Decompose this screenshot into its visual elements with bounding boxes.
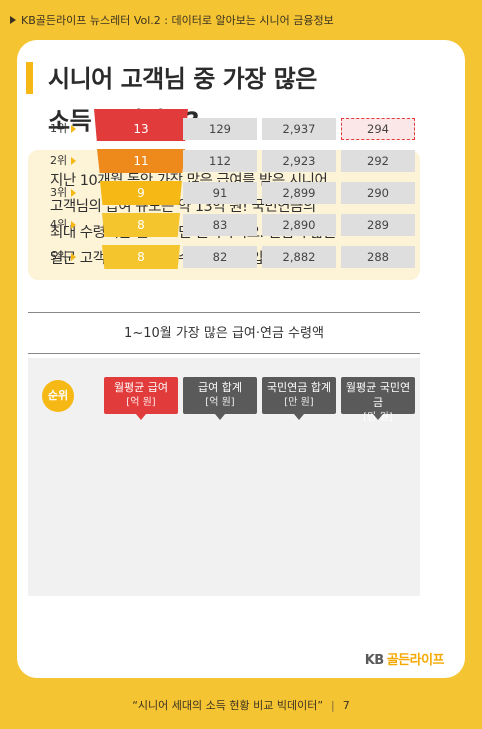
funnel-segment: 9: [100, 181, 182, 205]
rank-arrow-icon: [71, 157, 77, 165]
logo-kb: KB: [364, 653, 384, 668]
rank-label: 1위: [50, 118, 77, 140]
triangle-right-icon: [10, 16, 16, 24]
table-cell: 2,890: [262, 214, 336, 236]
column-header-name: 월평균 국민연금: [345, 381, 411, 409]
footer-separator: |: [331, 699, 335, 712]
header-pointer-icon: [136, 414, 146, 420]
logo-brand: 골든라이프: [386, 653, 445, 668]
table-cell: 2,937: [262, 118, 336, 140]
header-pointer-icon: [294, 414, 304, 420]
column-header-name: 월평균 급여: [113, 381, 169, 394]
column-header-name: 급여 합계: [198, 381, 242, 394]
chart-title: 1~10월 가장 많은 급여·연금 수령액: [28, 312, 420, 354]
table-cell: 91: [183, 182, 257, 204]
rank-arrow-icon: [71, 189, 77, 197]
rank-text: 3위: [50, 186, 68, 199]
table-cell: 289: [341, 214, 415, 236]
title-line-1: 시니어 고객님 중 가장 많은: [48, 65, 317, 93]
funnel-segment: 13: [94, 109, 188, 141]
rank-label: 2위: [50, 150, 77, 172]
newsletter-breadcrumb: KB골든라이프 뉴스레터 Vol.2 : 데이터로 알아보는 시니어 금융정보: [10, 8, 334, 32]
rank-label: 4위: [50, 214, 77, 236]
income-ranking-table: 순위 월평균 급여 [억 원] 급여 합계 [억 원] 국민연금 합계 [만 원] 월평균 …: [28, 109, 420, 596]
page-footer: “시니어 세대의 소득 현황 비교 빅데이터” | 7: [0, 697, 482, 713]
column-header-3: 국민연금 합계 [만 원]: [262, 377, 336, 420]
column-header-1: 월평균 급여 [억 원]: [104, 377, 178, 420]
table-cell: 129: [183, 118, 257, 140]
footer-title: “시니어 세대의 소득 현황 비교 빅데이터”: [132, 699, 324, 712]
rank-text: 1위: [50, 122, 68, 135]
table-cell: 83: [183, 214, 257, 236]
table-cell: 2,882: [262, 246, 336, 268]
column-header-name: 국민연금 합계: [266, 381, 332, 394]
rank-arrow-icon: [71, 253, 77, 261]
table-cell: 2,923: [262, 150, 336, 172]
rank-text: 4위: [50, 218, 68, 231]
table-cell: 292: [341, 150, 415, 172]
column-header-unit: [만 원]: [284, 397, 314, 408]
rank-arrow-icon: [71, 125, 77, 133]
rank-label: 3위: [50, 182, 77, 204]
table-cell: 290: [341, 182, 415, 204]
column-header-unit: [억 원]: [205, 397, 235, 408]
funnel-segment: 8: [102, 213, 180, 237]
rank-header-badge: 순위: [42, 380, 74, 412]
rank-arrow-icon: [71, 221, 77, 229]
header-pointer-icon: [215, 414, 225, 420]
page-number: 7: [342, 699, 350, 712]
funnel-segment: 8: [102, 245, 180, 269]
column-header-2: 급여 합계 [억 원]: [183, 377, 257, 420]
rank-text: 2위: [50, 154, 68, 167]
table-cell: 82: [183, 246, 257, 268]
column-header-4: 월평균 국민연금 [만 원]: [341, 377, 415, 423]
table-cell: 2,899: [262, 182, 336, 204]
highlighted-cell: 294: [341, 118, 415, 140]
breadcrumb-text: KB골든라이프 뉴스레터 Vol.2 : 데이터로 알아보는 시니어 금융정보: [21, 14, 334, 27]
column-header-unit: [억 원]: [126, 397, 156, 408]
kb-golden-life-logo: KB 골든라이프: [364, 649, 445, 668]
table-cell: 112: [183, 150, 257, 172]
title-accent-bar: [26, 62, 33, 94]
rank-label: 5위: [50, 246, 77, 268]
rank-text: 5위: [50, 250, 68, 263]
table-cell: 288: [341, 246, 415, 268]
funnel-segment: 11: [97, 149, 185, 173]
header-pointer-icon: [373, 414, 383, 420]
